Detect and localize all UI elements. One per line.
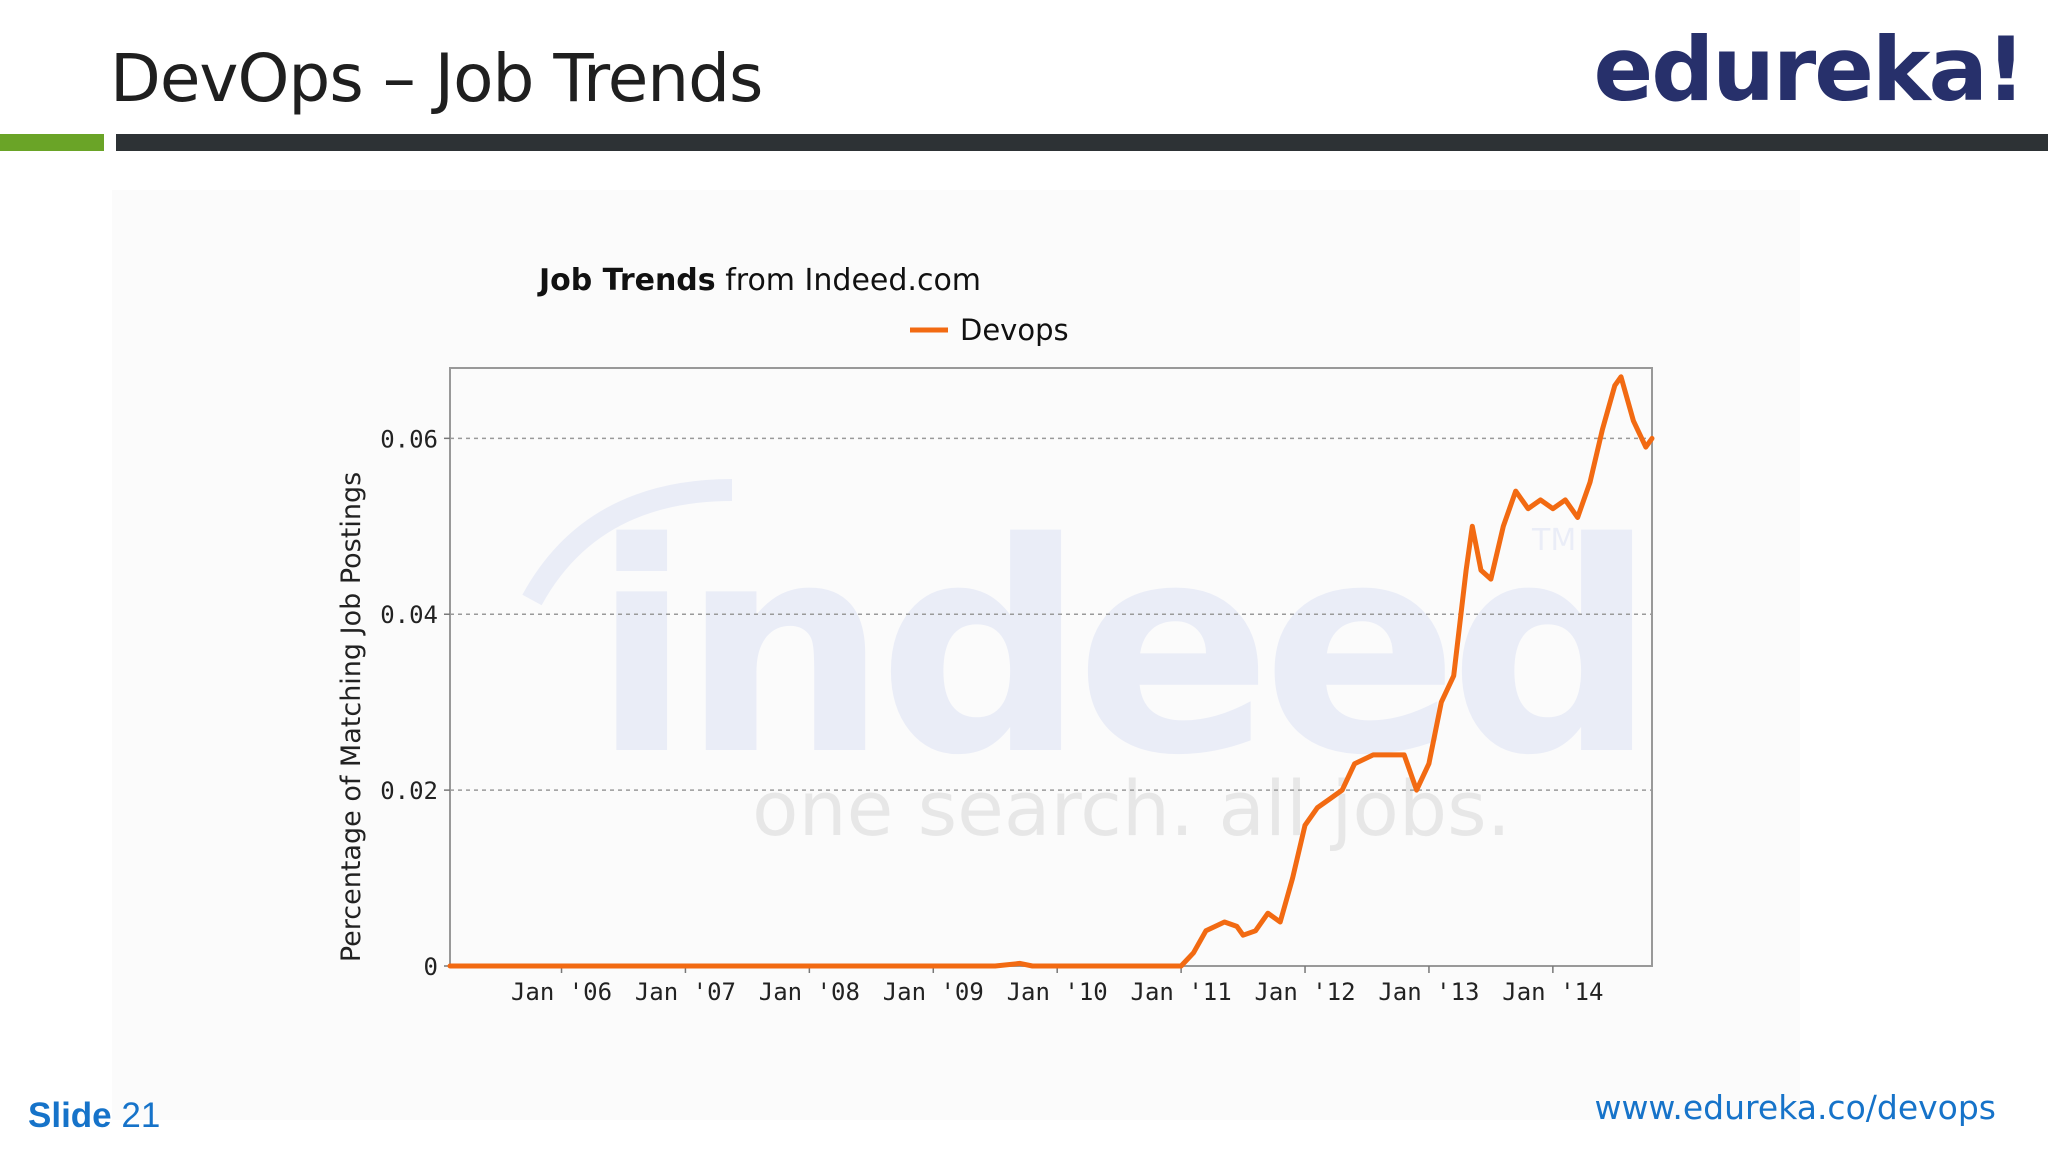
legend-label: Devops — [960, 313, 1069, 347]
slide-word: Slide — [28, 1096, 112, 1135]
chart-panel: indeed TM one search. all jobs. Job Tren… — [112, 190, 1800, 1120]
chart-title-bold: Job Trends — [537, 263, 716, 298]
slide-number-value: 21 — [121, 1096, 161, 1135]
y-tick-label: 0.04 — [380, 601, 438, 629]
x-tick-label: Jan '12 — [1254, 978, 1355, 1006]
watermark-mark: TM — [1531, 523, 1576, 558]
x-tick-label: Jan '11 — [1131, 978, 1232, 1006]
slide-number: Slide 21 — [28, 1096, 160, 1136]
x-tick-label: Jan '07 — [635, 978, 736, 1006]
watermark-tagline: one search. all jobs. — [752, 764, 1511, 853]
y-tick-label: 0.02 — [380, 777, 438, 805]
series-line-devops — [447, 374, 1655, 969]
x-tick-label: Jan '14 — [1502, 978, 1603, 1006]
header-accent-bar — [0, 134, 104, 151]
x-tick-label: Jan '09 — [883, 978, 984, 1006]
y-axis-label: Percentage of Matching Job Postings — [336, 472, 367, 962]
y-tick-label: 0.06 — [380, 425, 438, 453]
grid-lines — [450, 437, 1652, 791]
x-axis-ticks: Jan '06 Jan '07 Jan '08 Jan '09 Jan '10 Jan '… — [511, 966, 1603, 1006]
chart-title-rest: from Indeed.com — [725, 263, 981, 298]
x-tick-label: Jan '06 — [511, 978, 612, 1006]
series-layer — [447, 374, 1655, 969]
y-tick-label: 0 — [424, 953, 438, 981]
x-tick-label: Jan '08 — [759, 978, 860, 1006]
header-divider-bar — [116, 134, 2048, 151]
chart-watermark: indeed TM one search. all jobs. — [522, 479, 1656, 853]
watermark-arc — [522, 479, 733, 606]
x-tick-label: Jan '10 — [1007, 978, 1108, 1006]
x-tick-label: Jan '13 — [1378, 978, 1479, 1006]
watermark-brand: indeed — [592, 482, 1646, 819]
job-trends-chart: indeed TM one search. all jobs. Job Tren… — [336, 263, 1656, 1006]
slide-title: DevOps – Job Trends — [110, 40, 763, 117]
y-axis-ticks: 0 0.02 0.04 0.06 — [380, 425, 450, 981]
chart-title: Job Trends from Indeed.com — [537, 263, 981, 298]
edureka-logo: edureka! — [1593, 18, 2026, 121]
footer-url[interactable]: www.edureka.co/devops — [1594, 1088, 1996, 1127]
